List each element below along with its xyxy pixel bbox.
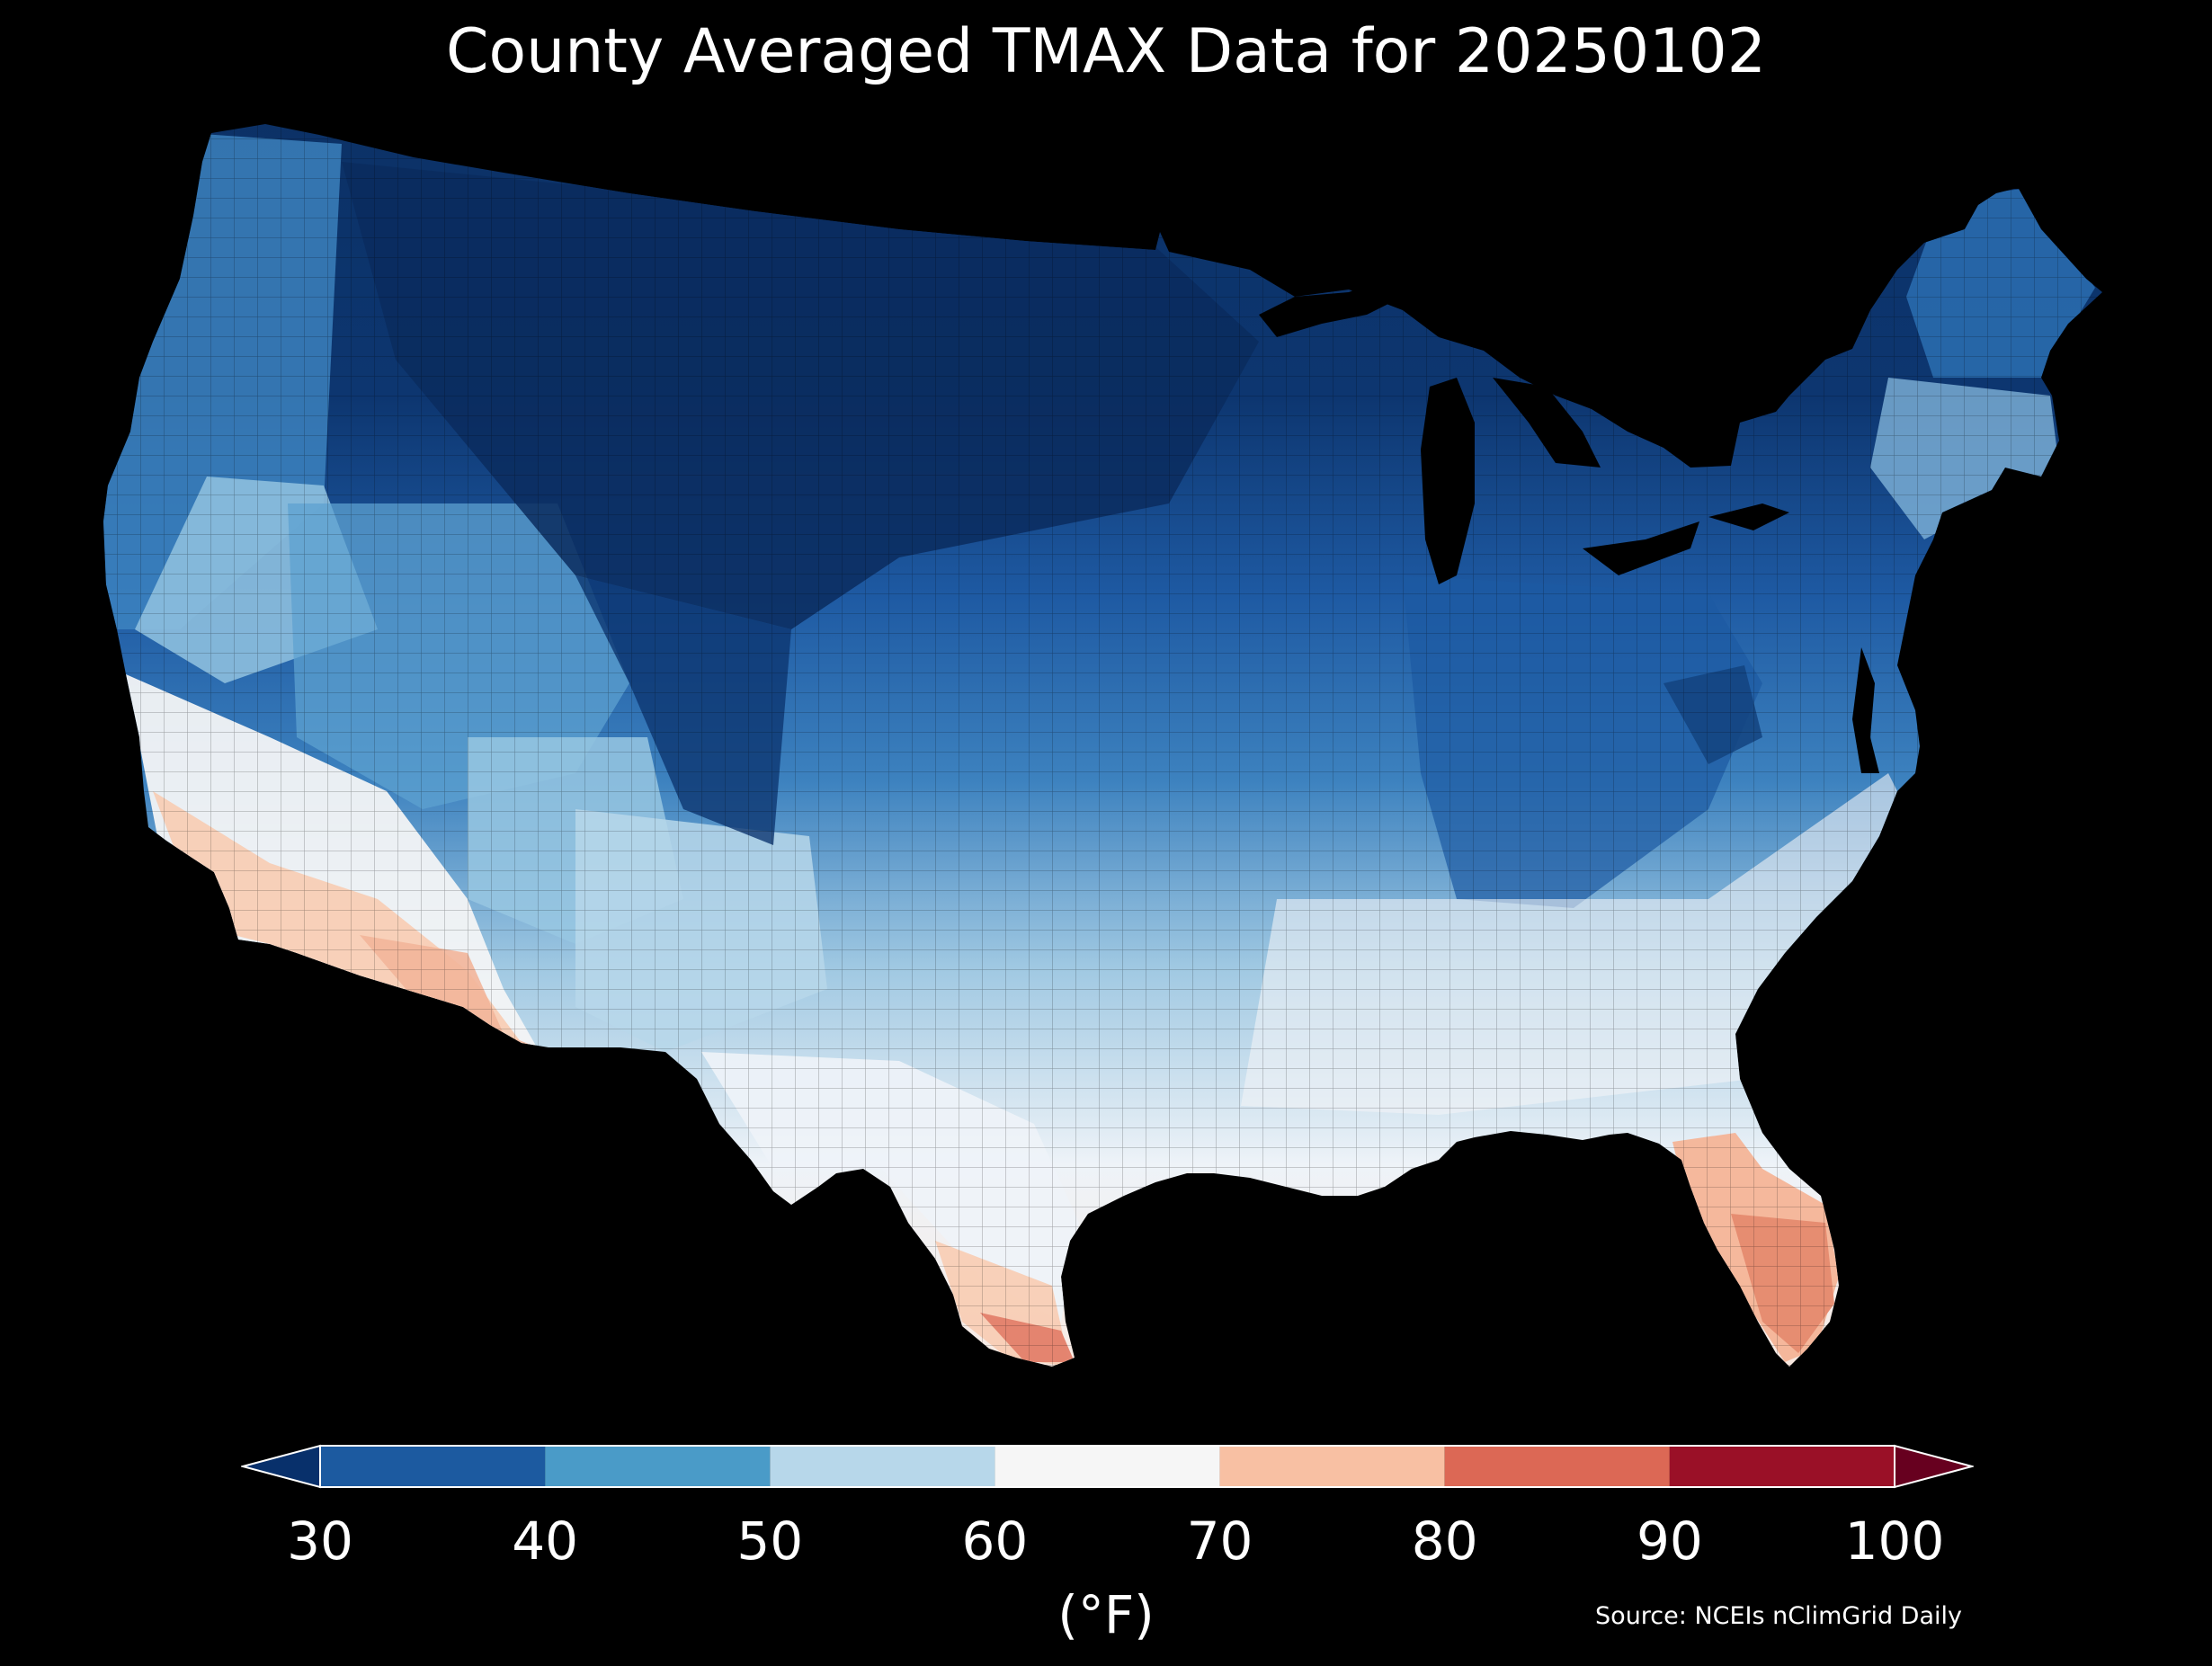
- source-credit: Source: NCEIs nClimGrid Daily: [1595, 1602, 1962, 1630]
- colorbar-tick-label: 40: [512, 1510, 579, 1572]
- temperature-field: [103, 124, 2102, 1367]
- chesapeake-bay: [1852, 647, 1879, 773]
- colorbar-tick-label: 100: [1844, 1510, 1945, 1572]
- colorbar-under-arrow: [241, 1444, 321, 1489]
- colorbar-tick-label: 90: [1636, 1510, 1703, 1572]
- colorbar-tick-label: 50: [736, 1510, 804, 1572]
- map-title: County Averaged TMAX Data for 20250102: [446, 16, 1766, 87]
- colorbar-bin-30-40: [320, 1446, 546, 1487]
- colorbar-tick-label: 80: [1411, 1510, 1478, 1572]
- map-svg: [103, 124, 2102, 1367]
- colorbar-frame: [319, 1445, 1895, 1488]
- colorbar-bin-70-80: [1219, 1446, 1445, 1487]
- colorbar-bin-90-100: [1669, 1446, 1895, 1487]
- colorbar-tick-label: 60: [961, 1510, 1029, 1572]
- colorbar-over-arrow: [1894, 1444, 1974, 1489]
- colorbar-bin-80-90: [1444, 1446, 1670, 1487]
- colorbar-bin-50-60: [770, 1446, 995, 1487]
- great-lakes: [1259, 279, 1789, 584]
- colorbar-tick-label: 30: [287, 1510, 353, 1572]
- colorbar-bin-60-70: [995, 1446, 1220, 1487]
- colorbar-bin-40-50: [545, 1446, 771, 1487]
- us-county-map: [103, 124, 2102, 1367]
- colorbar-tick-label: 70: [1186, 1510, 1253, 1572]
- colorbar-unit-label: (°F): [1057, 1584, 1155, 1645]
- colorbar: [241, 1444, 1974, 1489]
